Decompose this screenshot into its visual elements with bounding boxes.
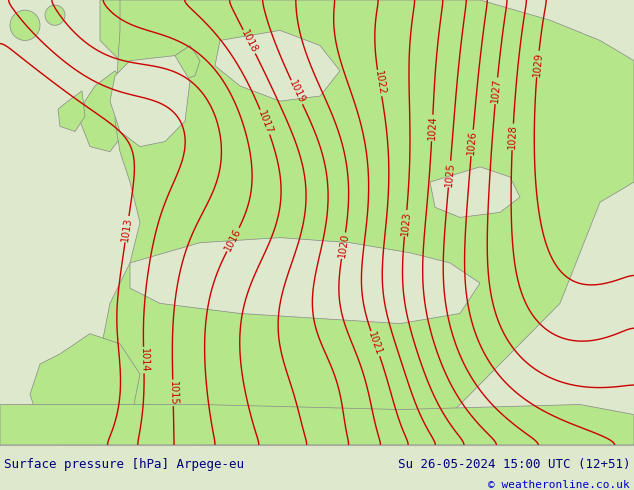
Text: Su 26-05-2024 15:00 UTC (12+51): Su 26-05-2024 15:00 UTC (12+51) [398, 458, 630, 471]
Polygon shape [30, 334, 140, 445]
Polygon shape [215, 30, 340, 101]
Text: 1029: 1029 [532, 51, 544, 77]
Text: 1016: 1016 [223, 226, 243, 253]
Text: 1015: 1015 [168, 380, 178, 405]
Text: 1027: 1027 [490, 78, 503, 103]
Text: 1024: 1024 [427, 116, 438, 141]
Text: 1026: 1026 [466, 130, 478, 155]
Text: Surface pressure [hPa] Arpege-eu: Surface pressure [hPa] Arpege-eu [4, 458, 244, 471]
Polygon shape [110, 56, 190, 147]
Circle shape [45, 5, 65, 25]
Text: 1022: 1022 [373, 70, 387, 96]
Text: 1020: 1020 [337, 233, 351, 259]
Polygon shape [100, 0, 634, 445]
Text: 1025: 1025 [444, 161, 456, 187]
Text: 1014: 1014 [139, 348, 149, 372]
Text: 1023: 1023 [399, 211, 411, 236]
Polygon shape [170, 46, 200, 81]
Text: 1017: 1017 [256, 109, 274, 135]
Polygon shape [80, 71, 130, 152]
Polygon shape [58, 91, 85, 131]
Polygon shape [0, 404, 634, 445]
Circle shape [10, 10, 40, 41]
Polygon shape [100, 0, 230, 122]
Polygon shape [430, 167, 520, 218]
Text: 1021: 1021 [366, 330, 384, 357]
Text: 1018: 1018 [239, 28, 259, 55]
Polygon shape [130, 238, 480, 323]
Text: 1028: 1028 [507, 124, 518, 149]
Text: 1019: 1019 [287, 79, 307, 105]
Text: © weatheronline.co.uk: © weatheronline.co.uk [488, 480, 630, 490]
Text: 1013: 1013 [120, 216, 134, 242]
